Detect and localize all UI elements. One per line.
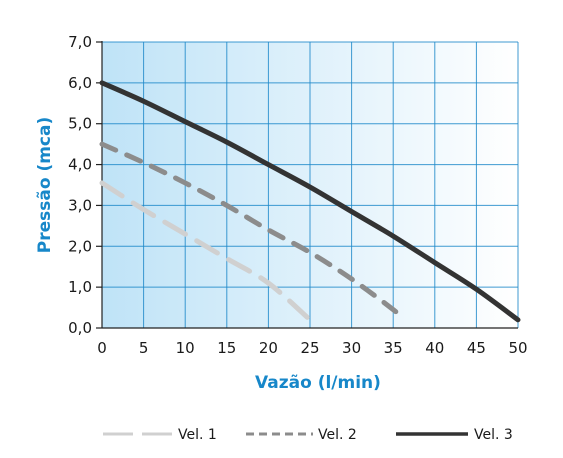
legend-label-vel-2: Vel. 2: [318, 427, 357, 443]
x-tick-label: 45: [467, 339, 486, 357]
x-tick-label: 20: [259, 339, 278, 357]
x-tick-label: 15: [217, 339, 236, 357]
series-line-vel-2: [99, 141, 405, 321]
series-group: [99, 80, 521, 323]
x-tick-label: 40: [425, 339, 444, 357]
y-tick-label: 3,0: [68, 196, 92, 214]
x-tick-label: 25: [300, 339, 319, 357]
legend-label-vel-3: Vel. 3: [474, 427, 513, 443]
x-tick-label: 50: [508, 339, 527, 357]
y-tick-label: 6,0: [68, 74, 92, 92]
series-line-vel-1: [99, 180, 313, 323]
y-tick-label: 0,0: [68, 319, 92, 337]
x-tick-label: 35: [384, 339, 403, 357]
x-axis-title: Vazão (l/min): [255, 373, 381, 393]
legend-label-vel-1: Vel. 1: [178, 427, 217, 443]
x-tick-label: 30: [342, 339, 361, 357]
grid: [101, 41, 519, 329]
tick-labels: 0 5 10 15 20 25 30 35 40 45 50 0,0 1,0 2,0 3,0 4,0 5,0 6,…: [68, 33, 527, 357]
x-tick-label: 10: [176, 339, 195, 357]
y-tick-label: 5,0: [68, 115, 92, 133]
y-tick-label: 7,0: [68, 33, 92, 51]
y-tick-label: 2,0: [68, 237, 92, 255]
x-tick-label: 0: [97, 339, 107, 357]
y-tick-label: 4,0: [68, 156, 92, 174]
y-tick-label: 1,0: [68, 278, 92, 296]
y-axis-title: Pressão (mca): [35, 117, 55, 253]
series-line-vel-3: [99, 80, 521, 323]
x-tick-label: 5: [139, 339, 149, 357]
legend: Vel. 1 Vel. 2 Vel. 3: [103, 427, 513, 443]
